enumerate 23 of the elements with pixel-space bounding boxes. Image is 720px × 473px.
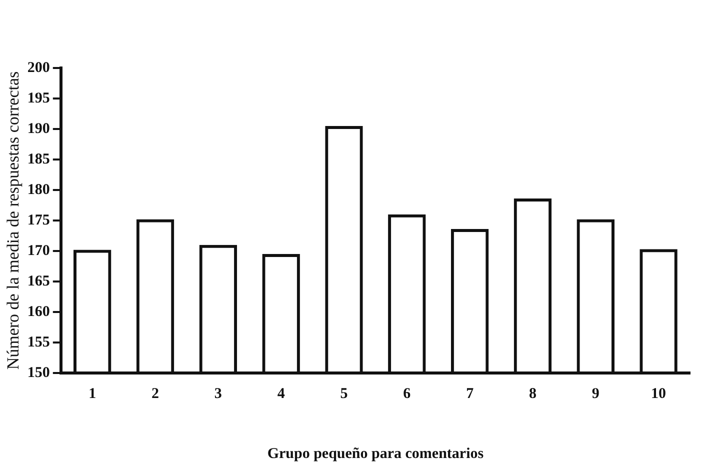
y-axis-title: Número de la media de respuestas correctas (4, 71, 23, 370)
y-tick-label: 200 (27, 60, 50, 76)
x-tick-label: 8 (528, 386, 536, 402)
y-tick-label: 155 (27, 334, 50, 350)
y-tick-label: 185 (27, 151, 50, 168)
y-tick-label: 170 (27, 242, 50, 259)
x-tick-label: 5 (340, 386, 348, 402)
y-tick-label: 180 (27, 182, 50, 198)
x-tick-label: 1 (88, 386, 96, 402)
x-tick-label: 10 (651, 386, 666, 402)
x-axis-title: Grupo pequeño para comentarios (267, 446, 484, 462)
x-tick-label: 6 (403, 386, 412, 402)
y-tick-label: 160 (27, 304, 50, 320)
x-tick-label: 3 (214, 386, 222, 402)
x-tick-label: 4 (277, 386, 286, 402)
x-tick-label: 2 (152, 386, 160, 402)
y-tick-label: 165 (27, 273, 50, 290)
y-tick-label: 175 (27, 212, 50, 228)
x-tick-label: 7 (466, 386, 474, 402)
x-tick-label: 9 (592, 386, 600, 402)
y-tick-label: 190 (27, 120, 50, 137)
y-tick-label: 195 (27, 90, 50, 106)
y-tick-label: 150 (27, 364, 50, 381)
